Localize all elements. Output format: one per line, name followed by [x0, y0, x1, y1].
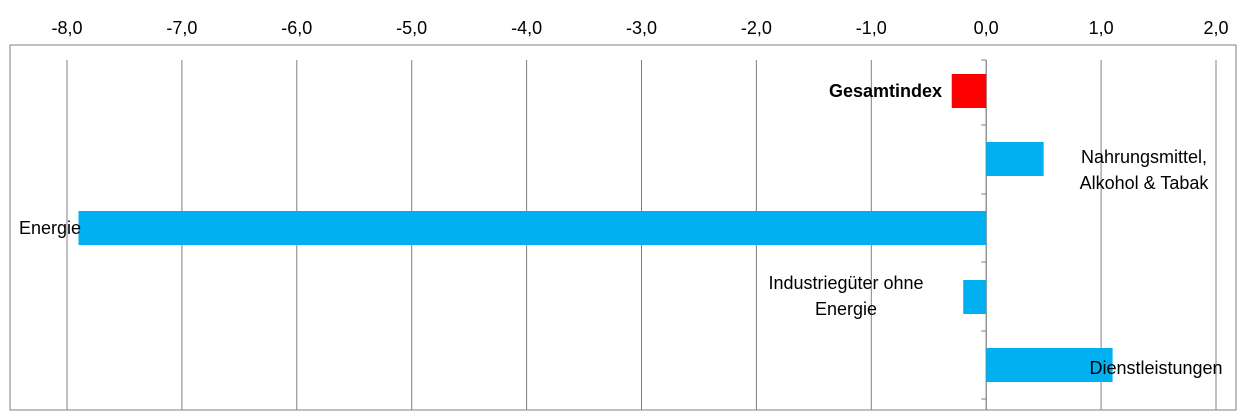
x-tick-label: -7,0	[166, 18, 197, 38]
x-tick-label: 1,0	[1089, 18, 1114, 38]
category-label: Gesamtindex	[829, 81, 942, 101]
category-label: Dienstleistungen	[1089, 358, 1222, 378]
x-tick-labels: -8,0 -7,0 -6,0 -5,0 -4,0 -3,0 -2,0 -1,0 0,0 1,0 2,…	[51, 18, 1228, 38]
category-label: Nahrungsmittel,	[1081, 147, 1207, 167]
x-tick-label: -6,0	[281, 18, 312, 38]
bar	[963, 280, 987, 314]
x-tick-label: -8,0	[51, 18, 82, 38]
x-tick-label: -4,0	[511, 18, 542, 38]
x-tick-label: 2,0	[1203, 18, 1228, 38]
category-labels: Gesamtindex Nahrungsmittel, Alkohol & Taba…	[19, 81, 1223, 378]
x-tick-label: -3,0	[626, 18, 657, 38]
category-label: Energie	[815, 299, 877, 319]
x-tick-label: -1,0	[856, 18, 887, 38]
bar	[986, 348, 1113, 382]
category-label: Alkohol & Tabak	[1080, 173, 1210, 193]
category-label: Energie	[19, 218, 81, 238]
bar	[78, 211, 987, 245]
x-tick-label: -2,0	[741, 18, 772, 38]
bars	[78, 74, 1113, 382]
bar	[951, 74, 987, 108]
bar	[986, 142, 1044, 176]
x-tick-label: -5,0	[396, 18, 427, 38]
x-tick-label: 0,0	[974, 18, 999, 38]
category-label: Industriegüter ohne	[768, 273, 923, 293]
